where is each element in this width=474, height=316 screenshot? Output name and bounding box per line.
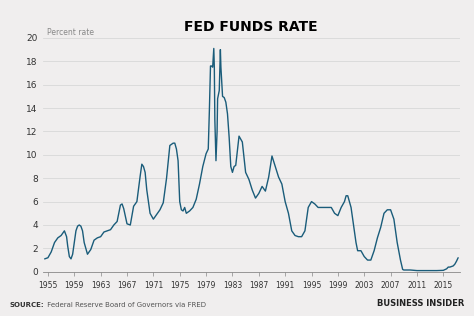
Title: FED FUNDS RATE: FED FUNDS RATE [184, 20, 318, 34]
Text: Percent rate: Percent rate [47, 28, 94, 37]
Text: BUSINESS INSIDER: BUSINESS INSIDER [377, 299, 465, 308]
Text: Federal Reserve Board of Governors via FRED: Federal Reserve Board of Governors via F… [45, 302, 206, 308]
Text: SOURCE:: SOURCE: [9, 302, 44, 308]
